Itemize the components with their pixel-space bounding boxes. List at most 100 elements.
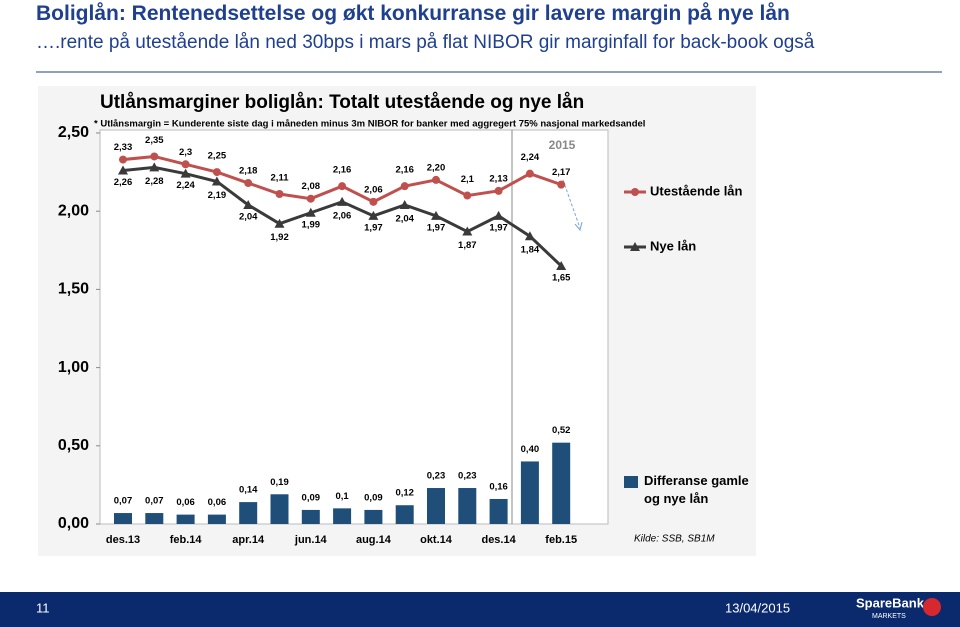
legend-marker [631, 188, 639, 196]
value-label: 0,07 [114, 496, 133, 507]
chart-title: Utlånsmarginer boliglån: Totalt uteståen… [100, 92, 584, 113]
marker [493, 210, 504, 220]
marker [211, 176, 222, 186]
value-label: 2,04 [239, 211, 258, 222]
marker [244, 179, 253, 188]
legend-swatch [624, 476, 638, 488]
legend-entry: Differanse gamle og nye lån [644, 473, 749, 506]
marker [524, 231, 535, 241]
y-tick-label: 1,50 [58, 281, 89, 298]
marker [118, 165, 128, 175]
x-tick-label: aug.14 [356, 534, 392, 546]
value-label: 2,13 [489, 173, 508, 184]
x-tick-label: jun.14 [294, 534, 328, 546]
value-label: 2,11 [271, 173, 290, 184]
marker [369, 197, 378, 206]
marker [462, 226, 473, 236]
value-label: 2,3 [179, 147, 192, 158]
value-label: 2,19 [208, 190, 227, 201]
value-label: 2,28 [145, 176, 164, 187]
logo-icon [923, 598, 941, 616]
trend-arrow [562, 179, 581, 229]
chart-area [38, 86, 756, 556]
legend-label: Differanse gamle og nye lån [644, 473, 749, 506]
value-label: 0,06 [176, 497, 195, 508]
y-tick-label: 1,00 [58, 359, 89, 376]
marker [431, 210, 441, 220]
value-label: 0,23 [458, 471, 477, 482]
trend-arrowhead [574, 221, 583, 232]
x-tick-label: apr.14 [232, 534, 265, 546]
marker [149, 162, 160, 172]
bar [364, 509, 383, 524]
marker [306, 194, 315, 203]
value-label: 1,97 [427, 222, 446, 233]
value-label: 0,09 [364, 492, 383, 503]
value-label: 0,23 [427, 471, 446, 482]
value-label: 2,17 [552, 167, 571, 178]
series-line [122, 165, 563, 268]
legend-marker [630, 242, 640, 251]
marker [119, 155, 127, 164]
bar [458, 488, 477, 524]
x-tick-label: feb.15 [545, 534, 577, 546]
legend-label: Utestående lån [650, 183, 743, 198]
bar [395, 505, 414, 524]
marker [243, 199, 254, 209]
bar [427, 488, 445, 524]
value-label: 1,97 [489, 222, 508, 233]
value-label: 1,97 [364, 222, 383, 233]
marker [337, 196, 348, 206]
plot-area [99, 129, 609, 525]
value-label: 2,16 [333, 165, 352, 176]
value-label: 2,33 [114, 142, 133, 153]
value-label: 2,06 [333, 210, 352, 221]
value-label: 2,26 [114, 177, 133, 188]
value-label: 2,08 [302, 181, 321, 192]
bar [301, 509, 320, 524]
value-label: 2,24 [176, 180, 195, 191]
legend-label: Nye lån [650, 238, 696, 253]
marker [275, 189, 284, 198]
marker [212, 168, 221, 177]
value-label: 0,1 [335, 491, 349, 502]
marker [463, 191, 472, 200]
value-label: 1,84 [521, 245, 540, 256]
value-label: 1,65 [552, 272, 571, 283]
value-label: 2,35 [145, 135, 164, 146]
bar [207, 514, 226, 524]
value-label: 2,20 [427, 162, 446, 173]
y-tick-label: 2,00 [58, 202, 89, 219]
bar [270, 494, 289, 524]
slide-title: Boliglån: Rentenedsettelse og økt konkur… [36, 2, 790, 25]
marker [180, 168, 191, 178]
value-label: 0,40 [521, 444, 540, 455]
value-label: 2,1 [461, 174, 475, 185]
marker [338, 182, 347, 191]
y-tick-label: 0,00 [58, 515, 89, 532]
y-tick-label: 0,50 [58, 437, 89, 454]
x-tick-label: okt.14 [420, 534, 453, 546]
marker [400, 182, 409, 191]
value-label: 0,14 [239, 485, 258, 496]
source: Kilde: SSB, SB1M [634, 534, 715, 545]
marker [368, 210, 379, 220]
bar [489, 498, 508, 524]
marker [494, 186, 503, 195]
value-label: 0,09 [302, 492, 321, 503]
bar [145, 513, 164, 524]
x-tick-label: des.13 [106, 534, 140, 546]
value-label: 1,87 [458, 240, 477, 251]
bar [239, 502, 258, 524]
bar [333, 508, 352, 524]
bar [176, 514, 195, 524]
marker [305, 207, 316, 217]
series-line [122, 154, 562, 204]
marker [557, 180, 566, 189]
bar [520, 461, 539, 524]
value-label: 0,12 [395, 488, 414, 499]
slide-subtitle: ….rente på utestående lån ned 30bps i ma… [36, 32, 815, 53]
chart-subtitle: * Utlånsmargin = Kunderente siste dag i … [94, 119, 645, 130]
